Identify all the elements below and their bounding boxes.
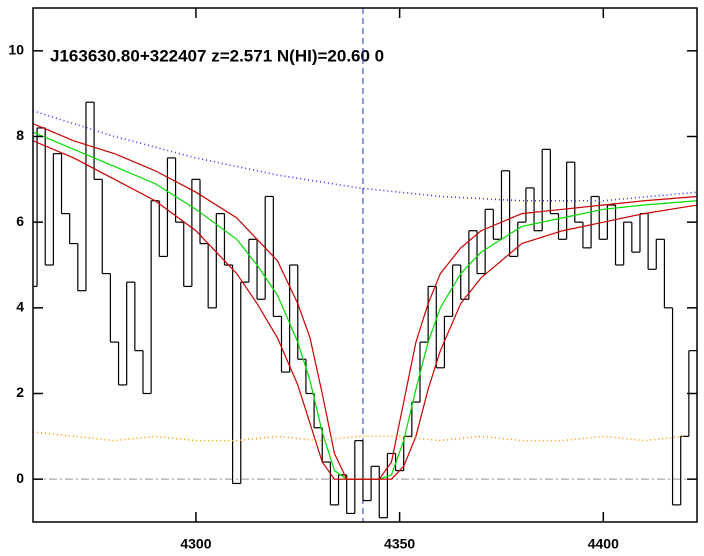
flux-connector (36, 102, 690, 518)
x-tick-label: 4300 (180, 536, 211, 552)
y-tick-label: 4 (16, 299, 24, 315)
y-tick-label: 2 (16, 384, 24, 400)
chart-title: J163630.80+322407 z=2.571 N(HI)=20.60 0 (50, 46, 384, 65)
y-tick-label: 10 (8, 42, 24, 58)
y-tick-label: 0 (16, 470, 24, 486)
x-tick-label: 4350 (384, 536, 415, 552)
x-tick-label: 4400 (588, 536, 619, 552)
y-tick-label: 8 (16, 127, 24, 143)
plot-frame (32, 7, 698, 523)
y-tick-label: 6 (16, 213, 24, 229)
model-curve (33, 140, 697, 480)
